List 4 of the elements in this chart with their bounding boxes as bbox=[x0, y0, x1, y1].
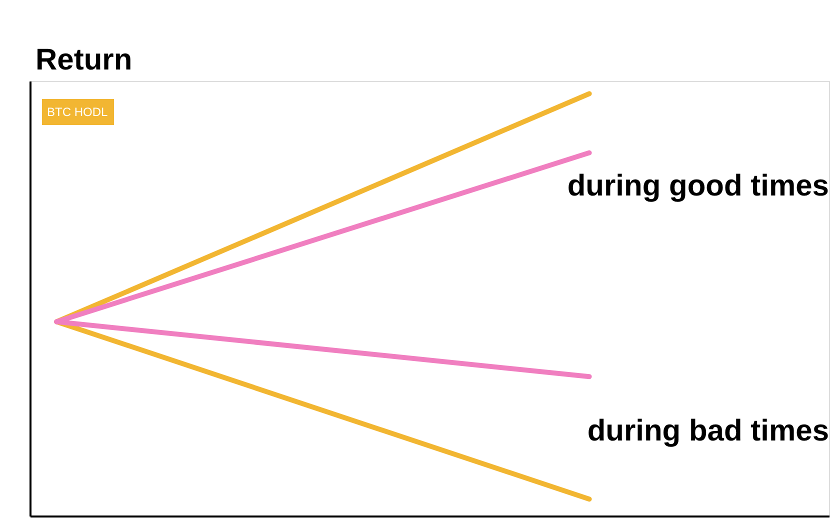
y-axis-title: Return bbox=[36, 44, 132, 76]
annotation: during good times bbox=[567, 170, 829, 203]
annotation: during bad times bbox=[587, 414, 829, 448]
text: BTC HODL bbox=[47, 105, 108, 119]
